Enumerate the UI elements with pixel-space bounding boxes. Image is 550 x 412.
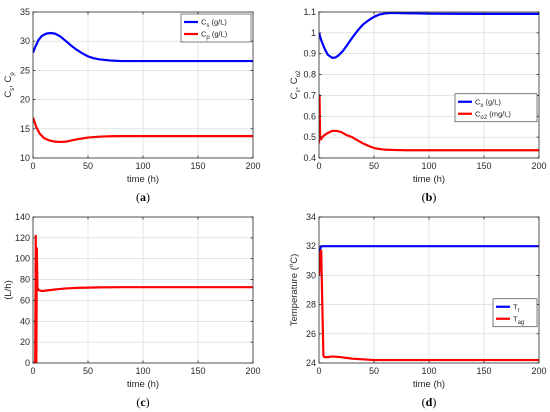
x-axis-label: time (h)	[413, 379, 445, 390]
y-tick-label: 0.4	[303, 153, 316, 163]
x-tick-label: 50	[83, 161, 93, 171]
y-tick-label: 120	[15, 233, 30, 243]
y-tick-label: 20	[20, 337, 30, 347]
x-tick-label: 200	[245, 366, 260, 376]
y-tick-label: 24	[306, 358, 316, 368]
legend-box	[180, 13, 252, 43]
y-tick-label: 0	[25, 358, 30, 368]
x-tick-label: 150	[190, 366, 205, 376]
y-tick-label: 0.9	[303, 49, 316, 59]
x-tick-label: 0	[30, 366, 35, 376]
y-tick-label: 80	[20, 275, 30, 285]
y-tick-label: 30	[306, 270, 316, 280]
y-tick-label: 35	[20, 7, 30, 17]
x-axis-label: time (h)	[127, 379, 159, 390]
series-line-flow	[33, 234, 253, 363]
y-tick-label: 26	[306, 329, 316, 339]
y-tick-label: 32	[306, 241, 316, 251]
y-tick-label: 1	[311, 28, 316, 38]
x-tick-label: 50	[83, 366, 93, 376]
y-tick-label: 15	[20, 124, 30, 134]
y-tick-label: 60	[20, 295, 30, 305]
legend-label: Tag	[513, 314, 524, 326]
legend-box	[492, 298, 538, 328]
x-tick-label: 200	[531, 161, 546, 171]
x-tick-label: 150	[190, 161, 205, 171]
panel-d: 0 50 100 150 200 24 26 28 30 32 34 time (h) Temperat…	[289, 212, 547, 409]
x-tick-label: 100	[135, 366, 150, 376]
x-tick-label: 150	[476, 366, 491, 376]
x-axis-label: time (h)	[127, 174, 159, 185]
y-tick-label: 10	[20, 153, 30, 163]
panel-c: 0 50 100 150 200 0 20 40 60 80 100 120 140 time (h) (L…	[3, 212, 261, 409]
x-tick-label: 0	[30, 161, 35, 171]
series-line-tag	[319, 249, 539, 362]
y-tick-label: 0.6	[303, 111, 316, 121]
legend: Cx (g/L)Co2 (mg/L)	[454, 93, 538, 123]
x-tick-label: 100	[421, 366, 436, 376]
x-tick-label: 0	[316, 366, 321, 376]
y-tick-label: 40	[20, 316, 30, 326]
y-tick-label: 34	[306, 212, 316, 222]
y-tick-label: 28	[306, 300, 316, 310]
x-tick-label: 100	[135, 161, 150, 171]
x-tick-label: 200	[245, 161, 260, 171]
y-tick-label: 100	[15, 254, 30, 264]
y-tick-label: 0.5	[303, 132, 316, 142]
y-tick-label: 140	[15, 212, 30, 222]
panel-caption: (d)	[422, 395, 437, 409]
legend: Cs (g/L)Cp (g/L)	[180, 13, 252, 43]
y-axis-label: Cx​, Co2​	[289, 70, 302, 99]
y-axis-label: (L/h)	[3, 280, 14, 300]
legend-label: Co2 (mg/L)	[475, 109, 511, 121]
y-tick-label: 25	[20, 65, 30, 75]
y-tick-label: 20	[20, 95, 30, 105]
x-tick-label: 50	[369, 161, 379, 171]
y-tick-label: 1.1	[303, 7, 316, 17]
y-axis-label: Cs​, Cp​	[3, 72, 16, 98]
y-axis-label: Temperature (oC)	[289, 254, 300, 327]
series-line-cx	[319, 11, 539, 59]
series-line-co2	[319, 94, 539, 152]
series-line-cs	[33, 31, 253, 63]
x-tick-label: 50	[369, 366, 379, 376]
panel-caption: (a)	[136, 190, 150, 204]
panel-b: 0 50 100 150 200 0.4 0.5 0.6 0.7 0.8 0.9 1 1.1 time (…	[289, 7, 547, 204]
x-tick-label: 150	[476, 161, 491, 171]
legend-box	[454, 93, 538, 123]
x-tick-label: 100	[421, 161, 436, 171]
series-line-cp	[33, 117, 253, 144]
legend-label: Tr	[513, 302, 520, 314]
y-tick-label: 30	[20, 36, 30, 46]
panel-caption: (b)	[422, 190, 437, 204]
panel-a: 0 50 100 150 200 10 15 20 25 30 35 time (h) Cs​, Cp​…	[3, 7, 261, 204]
legend-label: Cp (g/L)	[201, 30, 228, 42]
x-axis-label: time (h)	[413, 174, 445, 185]
x-tick-label: 0	[316, 161, 321, 171]
legend-label: Cx (g/L)	[475, 97, 501, 109]
panel-caption: (c)	[136, 395, 149, 409]
legend-label: Cs (g/L)	[201, 18, 227, 30]
x-tick-label: 200	[531, 366, 546, 376]
y-tick-label: 0.8	[303, 70, 316, 80]
y-tick-label: 0.7	[303, 90, 316, 100]
